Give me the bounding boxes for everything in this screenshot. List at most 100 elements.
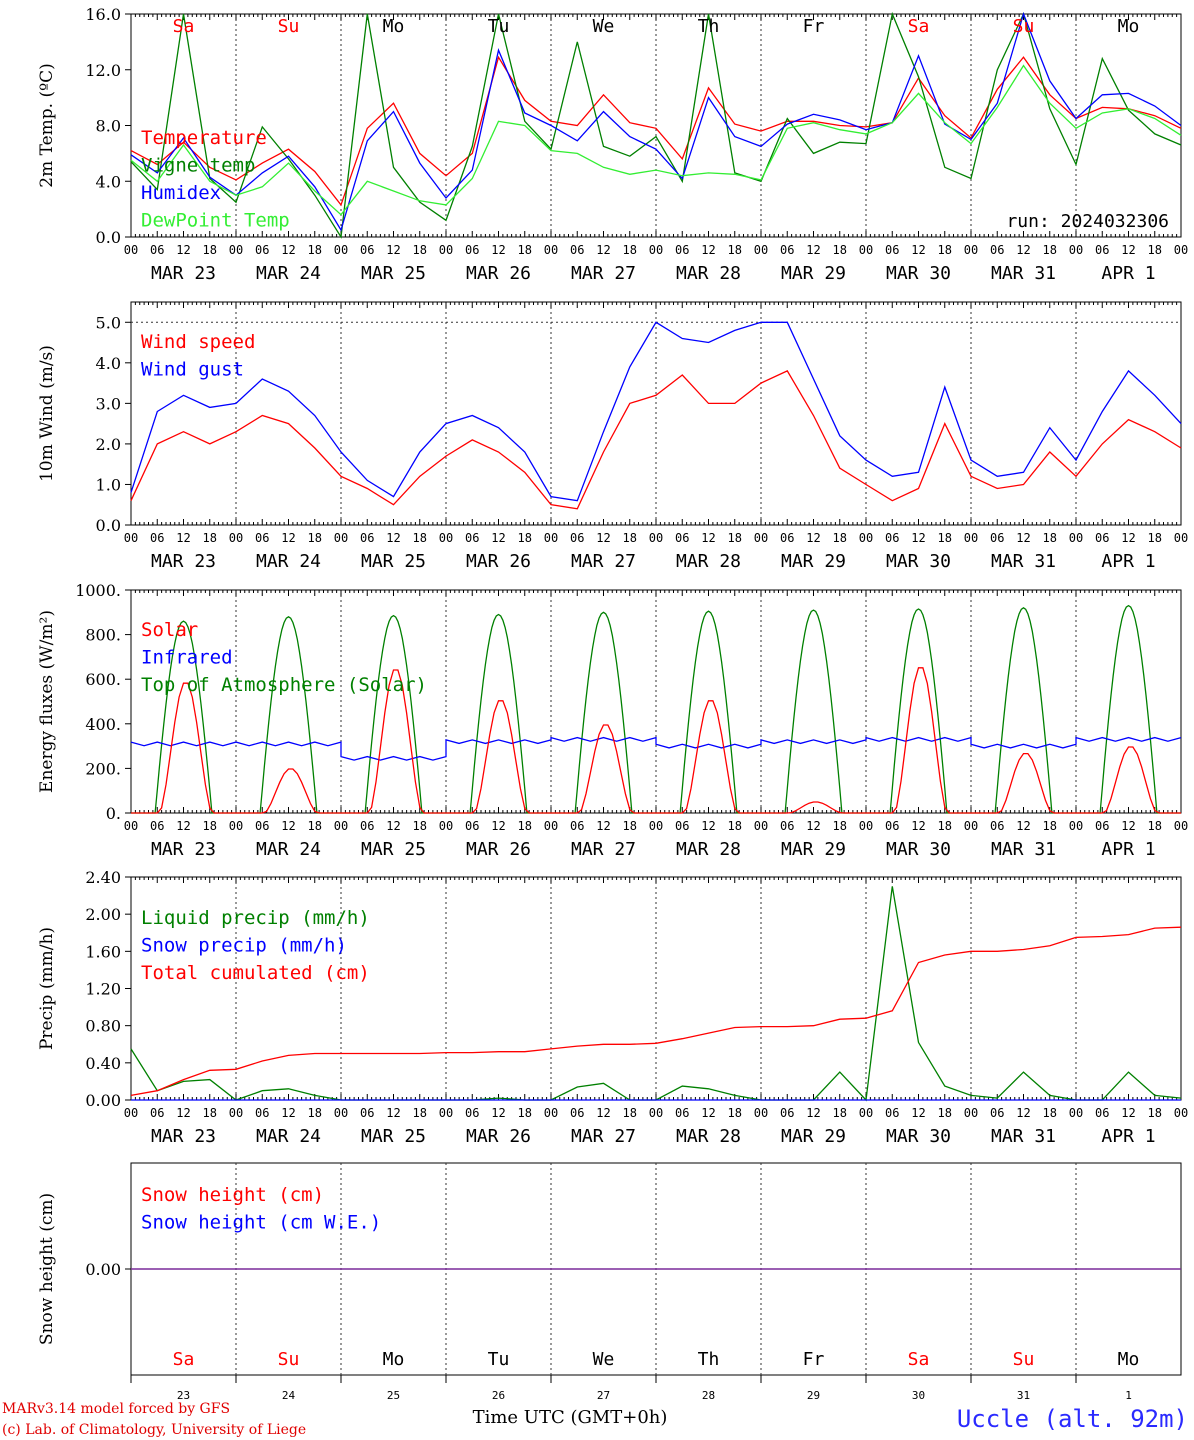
legend-entry: Humidex <box>141 182 221 204</box>
x-tick-label: 06 <box>255 1106 269 1120</box>
x-tick-label: 00 <box>439 531 453 545</box>
x-tick-label: 00 <box>334 531 348 545</box>
x-tick-label: 18 <box>518 243 532 257</box>
legend-entry: Snow height (cm) <box>141 1184 324 1206</box>
series-line-temperature <box>130 55 1182 207</box>
date-label: MAR 29 <box>781 1126 846 1147</box>
y-tick-label: 2.40 <box>85 868 121 887</box>
day-number: 28 <box>702 1389 715 1402</box>
date-label: MAR 30 <box>886 263 951 284</box>
x-tick-label: 06 <box>255 819 269 833</box>
x-tick-label: 00 <box>649 1106 663 1120</box>
x-tick-label: 00 <box>544 243 558 257</box>
x-tick-label: 06 <box>885 243 899 257</box>
date-label: MAR 27 <box>571 551 636 572</box>
panel-precip: 00 06 12 18 MAR 23 00 06 12 18 MAR 24 00 06 12 18 MAR … <box>37 868 1188 1147</box>
date-label: MAR 27 <box>571 839 636 860</box>
x-tick-label: 12 <box>491 243 505 257</box>
weekday-label: Sa <box>173 16 195 37</box>
x-tick-label: 18 <box>728 243 742 257</box>
x-tick-label: 12 <box>491 531 505 545</box>
series-line-wind-speed <box>130 370 1182 510</box>
x-tick-label: 18 <box>413 819 427 833</box>
date-label: MAR 30 <box>886 839 951 860</box>
x-tick-label: 00 <box>544 1106 558 1120</box>
panel-temp: 00 06 12 18 MAR 23 00 06 12 18 MAR 24 00 06 12 18 MAR … <box>37 5 1188 284</box>
weekday-label: Su <box>1013 16 1035 37</box>
legend-entry: Temperature <box>141 127 267 149</box>
y-axis-title: Energy fluxes (W/m²) <box>37 610 57 793</box>
date-label: MAR 26 <box>466 839 531 860</box>
x-tick-label: 18 <box>623 531 637 545</box>
date-label: APR 1 <box>1101 551 1155 572</box>
x-tick-label: 12 <box>806 243 820 257</box>
x-tick-label: 00 <box>1174 1106 1188 1120</box>
date-label: MAR 27 <box>571 263 636 284</box>
x-tick-label: 00 <box>334 243 348 257</box>
x-tick-label: 06 <box>780 1106 794 1120</box>
x-tick-label: 00 <box>1069 243 1083 257</box>
x-tick-label: 12 <box>806 531 820 545</box>
x-tick-label: 12 <box>1016 1106 1030 1120</box>
x-tick-label: 00 <box>334 819 348 833</box>
date-label: MAR 26 <box>466 551 531 572</box>
date-label: MAR 24 <box>256 551 321 572</box>
x-tick-label: 18 <box>1148 243 1162 257</box>
legend-entry: Wind gust <box>141 359 244 381</box>
date-label: MAR 25 <box>361 839 426 860</box>
x-tick-label: 12 <box>176 1106 190 1120</box>
x-tick-label: 12 <box>1016 819 1030 833</box>
x-tick-label: 00 <box>439 819 453 833</box>
x-tick-label: 00 <box>1069 1106 1083 1120</box>
series-line-vigne-temp <box>130 11 1182 239</box>
x-tick-label: 18 <box>1148 1106 1162 1120</box>
y-tick-label: 0.0 <box>96 516 121 535</box>
legend-entry: Liquid precip (mm/h) <box>141 907 370 929</box>
x-tick-label: 00 <box>544 819 558 833</box>
x-tick-label: 00 <box>229 819 243 833</box>
weekday-label: Sa <box>908 16 930 37</box>
x-tick-label: 00 <box>439 1106 453 1120</box>
y-tick-label: 0.00 <box>85 1091 121 1110</box>
date-label: MAR 23 <box>151 1126 216 1147</box>
legend-entry: Snow precip (mm/h) <box>141 935 347 957</box>
day-number: 25 <box>387 1389 400 1402</box>
date-label: MAR 28 <box>676 839 741 860</box>
x-tick-label: 12 <box>1121 531 1135 545</box>
x-tick-label: 00 <box>649 531 663 545</box>
x-tick-label: 06 <box>360 531 374 545</box>
x-tick-label: 00 <box>229 243 243 257</box>
date-label: MAR 28 <box>676 551 741 572</box>
weekday-label: Mo <box>1118 16 1140 37</box>
y-tick-label: 0.80 <box>85 1017 121 1036</box>
x-tick-label: 00 <box>754 243 768 257</box>
x-tick-label: 12 <box>1121 1106 1135 1120</box>
x-tick-label: 06 <box>780 531 794 545</box>
x-tick-label: 12 <box>911 243 925 257</box>
x-tick-label: 00 <box>124 1106 138 1120</box>
weekday-label: Mo <box>383 16 405 37</box>
x-tick-label: 06 <box>885 531 899 545</box>
weekday-label: Tu <box>488 1349 510 1370</box>
date-label: MAR 23 <box>151 551 216 572</box>
date-label: MAR 28 <box>676 263 741 284</box>
day-number: 26 <box>492 1389 505 1402</box>
x-tick-label: 18 <box>203 243 217 257</box>
x-tick-label: 18 <box>728 819 742 833</box>
date-label: MAR 30 <box>886 551 951 572</box>
x-tick-label: 12 <box>701 1106 715 1120</box>
x-tick-label: 00 <box>544 531 558 545</box>
weekday-label: Mo <box>383 1349 405 1370</box>
x-tick-label: 18 <box>413 1106 427 1120</box>
x-tick-label: 18 <box>308 1106 322 1120</box>
y-axis-title: 2m Temp. (ºC) <box>37 63 57 188</box>
x-tick-label: 00 <box>859 1106 873 1120</box>
x-tick-label: 18 <box>1043 243 1057 257</box>
lab-credit: (c) Lab. of Climatology, University of L… <box>2 1422 306 1438</box>
x-tick-label: 06 <box>675 819 689 833</box>
date-label: MAR 30 <box>886 1126 951 1147</box>
x-tick-label: 18 <box>203 531 217 545</box>
date-label: MAR 25 <box>361 263 426 284</box>
y-tick-label: 4.0 <box>96 354 121 373</box>
x-tick-label: 06 <box>1095 243 1109 257</box>
